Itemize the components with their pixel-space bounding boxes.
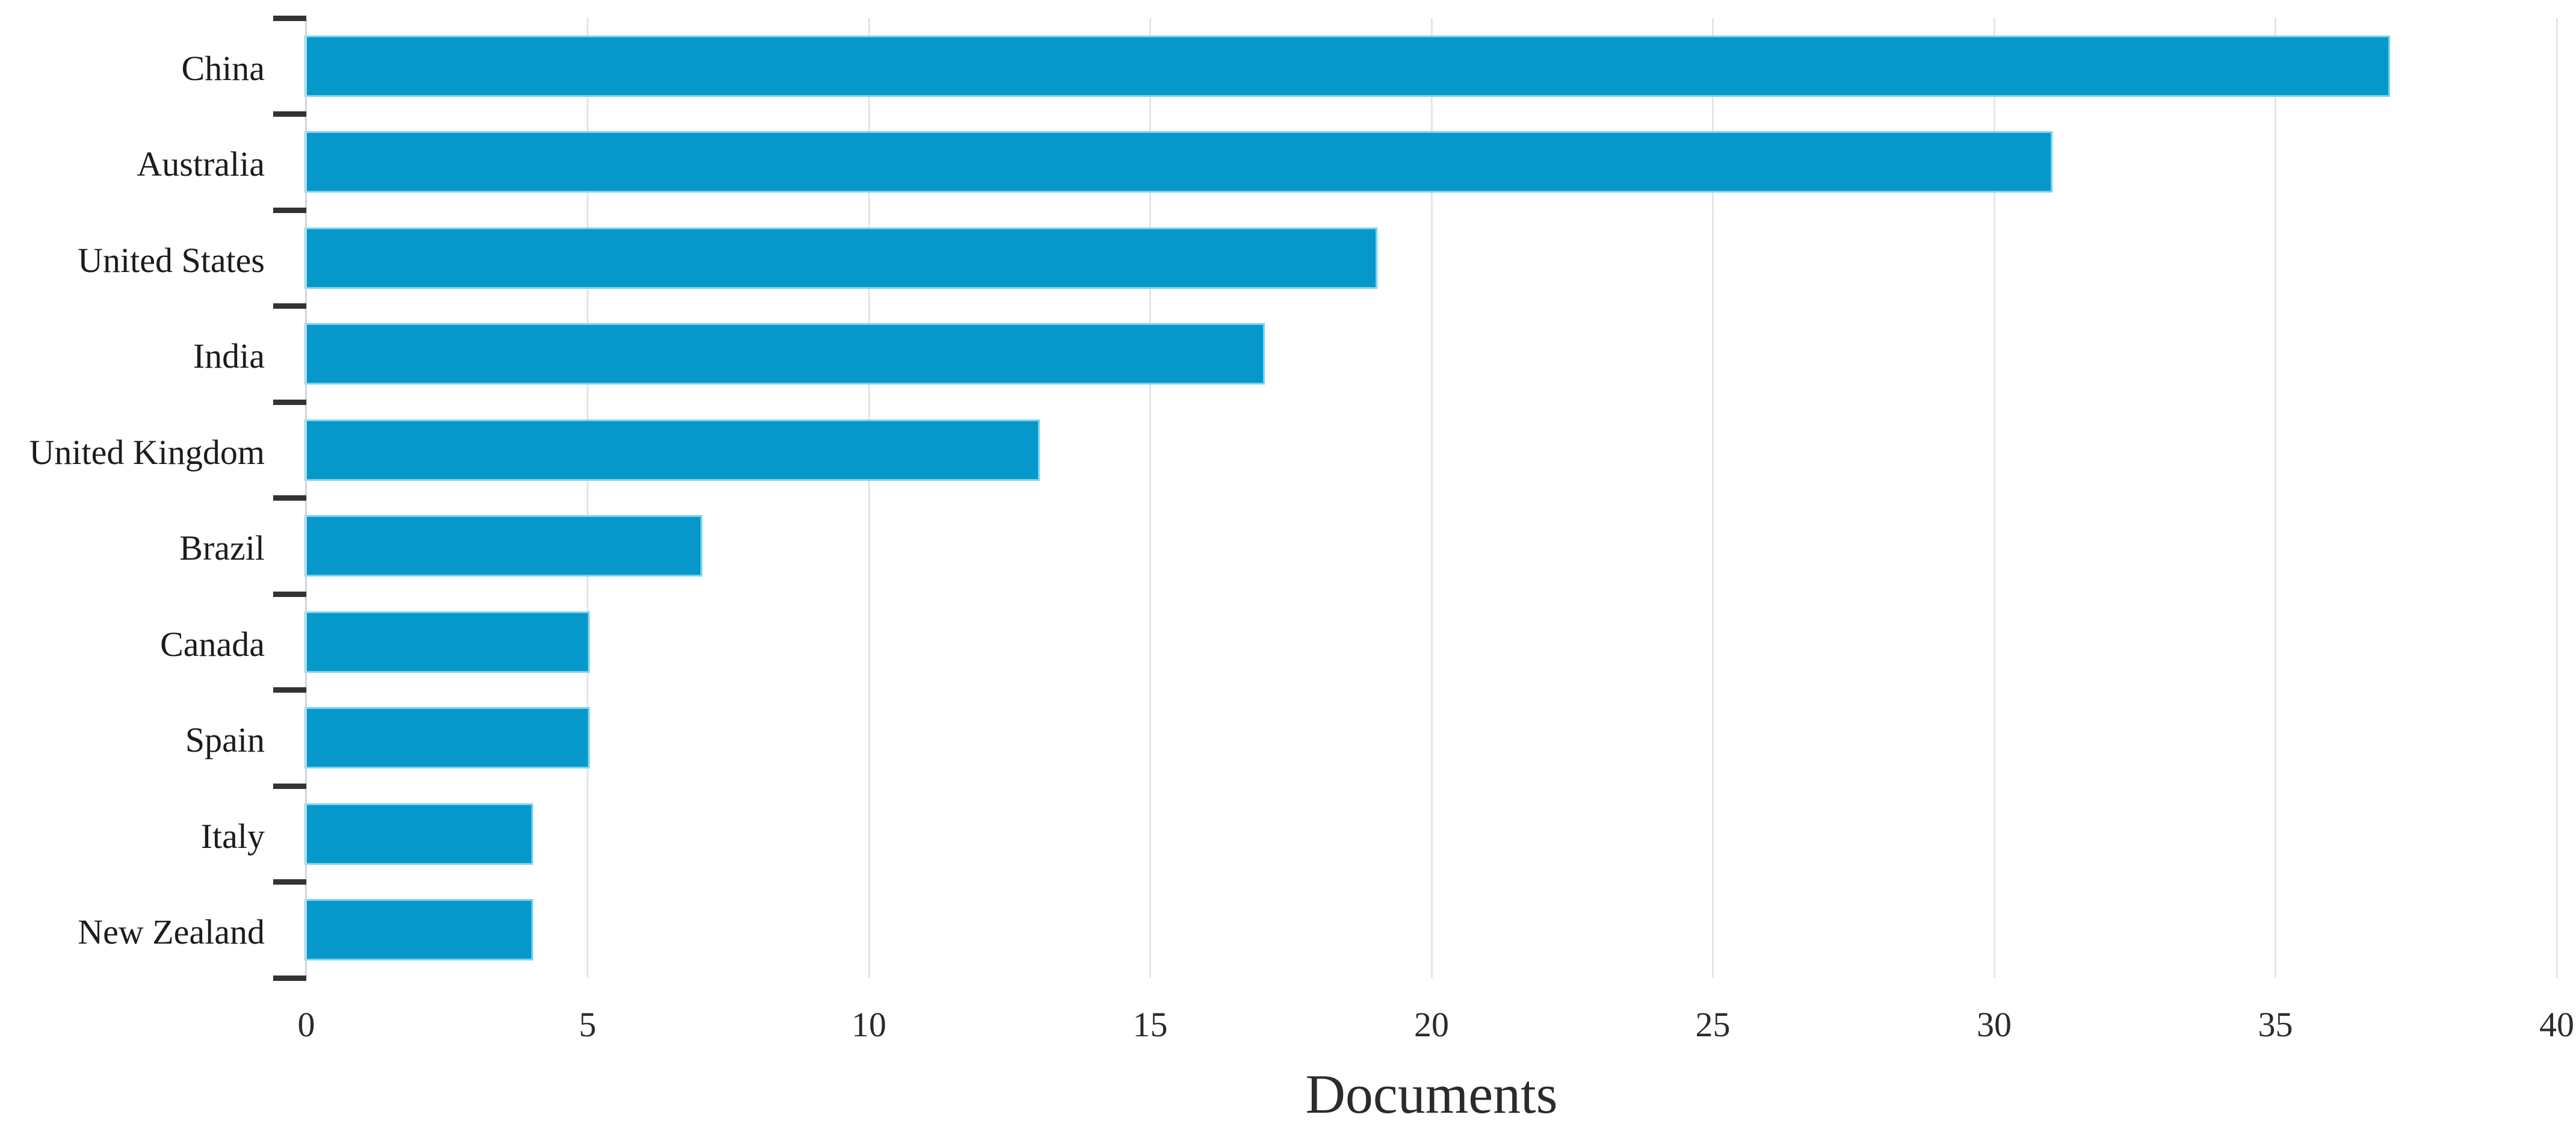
x-tick-label-15: 15 [1132,1005,1168,1044]
bar-spain[interactable] [304,707,590,769]
category-tick-mark [273,975,306,981]
gridline-15 [1149,18,1151,978]
bar-new-zealand[interactable] [304,899,533,961]
bar-australia[interactable] [304,131,2052,193]
category-tick-mark [273,687,306,693]
category-label-canada: Canada [160,624,265,664]
gridline-20 [1430,18,1433,978]
category-label-australia: Australia [137,144,265,184]
category-tick-mark [273,15,306,21]
category-tick-mark [273,783,306,789]
x-tick-label-5: 5 [579,1005,596,1044]
bar-united-states[interactable] [304,227,1377,289]
category-tick-mark [273,591,306,597]
category-tick-mark [273,879,306,885]
category-tick-mark [273,399,306,405]
x-tick-label-20: 20 [1414,1005,1449,1044]
category-tick-mark [273,495,306,501]
category-label-italy: Italy [200,816,265,856]
gridline-10 [868,18,870,978]
category-label-india: India [193,336,265,376]
bar-brazil[interactable] [304,515,702,577]
bar-united-kingdom[interactable] [304,419,1040,481]
category-label-china: China [181,48,265,88]
plot-area [273,15,2558,981]
gridline-5 [587,18,588,978]
gridline-40 [2556,18,2558,978]
x-axis-title: Documents [1305,1063,1558,1125]
x-tick-label-30: 30 [1977,1005,2012,1044]
category-tick-mark [273,207,306,213]
x-tick-label-10: 10 [851,1005,886,1044]
category-label-brazil: Brazil [179,528,265,568]
gridline-25 [1712,18,1714,978]
category-tick-mark [273,303,306,309]
x-tick-label-35: 35 [2258,1005,2293,1044]
x-tick-label-40: 40 [2539,1005,2574,1044]
gridline-30 [1993,18,1995,978]
bar-italy[interactable] [304,803,533,865]
bar-canada[interactable] [304,611,590,673]
bar-india[interactable] [304,323,1265,385]
bar-china[interactable] [304,35,2390,97]
category-tick-mark [273,111,306,117]
category-label-united-states: United States [78,240,265,280]
gridline-35 [2275,18,2276,978]
category-label-spain: Spain [185,720,265,760]
x-tick-label-0: 0 [297,1005,315,1044]
category-label-new-zealand: New Zealand [78,912,265,952]
category-label-united-kingdom: United Kingdom [29,432,265,472]
x-tick-label-25: 25 [1695,1005,1731,1044]
